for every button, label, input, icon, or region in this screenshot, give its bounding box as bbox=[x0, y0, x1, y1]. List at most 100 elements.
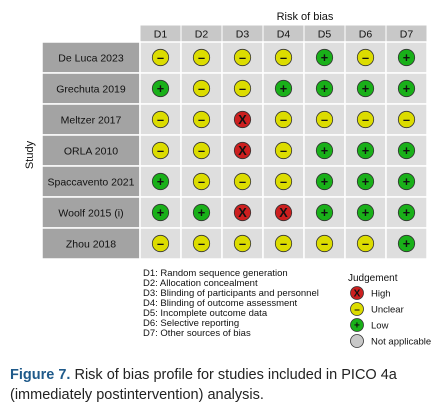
judgement-marker: – bbox=[151, 234, 170, 253]
svg-text:–: – bbox=[280, 143, 287, 158]
study-row: ORLA 2010 – – X – + + + bbox=[41, 134, 428, 167]
legend-label: High bbox=[371, 289, 391, 300]
svg-text:–: – bbox=[157, 143, 164, 158]
judgement-marker: + bbox=[274, 79, 293, 98]
svg-text:+: + bbox=[403, 143, 410, 158]
judgement-marker: + bbox=[315, 48, 334, 67]
legend-item: X High bbox=[350, 286, 391, 300]
judgement-marker: + bbox=[315, 203, 334, 222]
svg-text:+: + bbox=[321, 174, 328, 189]
judgement-marker: – bbox=[192, 172, 211, 191]
figure-caption: Figure 7. Risk of bias profile for studi… bbox=[10, 365, 435, 405]
svg-text:X: X bbox=[238, 112, 247, 127]
study-row: Spaccavento 2021 + – – – + + + bbox=[41, 165, 428, 198]
study-name: Spaccavento 2021 bbox=[48, 177, 135, 189]
legend-marker bbox=[350, 334, 364, 348]
svg-text:–: – bbox=[280, 50, 287, 65]
domain-description: D4: Blinding of outcome assessment bbox=[143, 298, 298, 309]
svg-text:+: + bbox=[403, 205, 410, 220]
svg-text:+: + bbox=[157, 174, 164, 189]
svg-text:–: – bbox=[157, 50, 164, 65]
svg-text:X: X bbox=[238, 143, 247, 158]
judgement-marker: + bbox=[397, 141, 416, 160]
svg-text:–: – bbox=[239, 50, 246, 65]
judgement-cell bbox=[139, 196, 182, 229]
judgement-marker: + bbox=[151, 172, 170, 191]
judgement-marker: X bbox=[274, 203, 293, 222]
judgement-marker: – bbox=[151, 110, 170, 129]
study-name: De Luca 2023 bbox=[58, 53, 124, 65]
judgement-marker: + bbox=[397, 234, 416, 253]
svg-text:–: – bbox=[321, 236, 328, 251]
judgement-marker: + bbox=[315, 79, 334, 98]
judgement-marker: X bbox=[233, 141, 252, 160]
svg-text:–: – bbox=[157, 236, 164, 251]
judgement-marker: + bbox=[192, 203, 211, 222]
domain-description: D5: Incomplete outcome data bbox=[143, 308, 268, 319]
domain-header-label: D5 bbox=[318, 29, 332, 41]
svg-text:X: X bbox=[354, 289, 361, 300]
svg-text:+: + bbox=[321, 50, 328, 65]
svg-text:–: – bbox=[280, 174, 287, 189]
domain-header-label: D7 bbox=[400, 29, 414, 41]
study-row: Meltzer 2017 – – X – – – – bbox=[41, 103, 428, 136]
study-name-cell bbox=[41, 72, 141, 105]
svg-text:–: – bbox=[239, 174, 246, 189]
svg-text:+: + bbox=[321, 205, 328, 220]
domain-description: D1: Random sequence generation bbox=[143, 268, 288, 279]
judgement-marker: + bbox=[315, 141, 334, 160]
svg-text:–: – bbox=[239, 236, 246, 251]
svg-text:+: + bbox=[362, 174, 369, 189]
svg-text:+: + bbox=[403, 81, 410, 96]
judgement-marker: – bbox=[233, 79, 252, 98]
caption-text: Risk of bias profile for studies include… bbox=[10, 367, 397, 403]
svg-text:–: – bbox=[198, 50, 205, 65]
judgement-marker: – bbox=[274, 141, 293, 160]
domain-header-label: D6 bbox=[359, 29, 373, 41]
svg-text:–: – bbox=[198, 143, 205, 158]
svg-text:–: – bbox=[362, 236, 369, 251]
judgement-cell bbox=[180, 103, 223, 136]
judgement-marker: – bbox=[274, 48, 293, 67]
study-name: ORLA 2010 bbox=[64, 146, 118, 158]
legend-item: – Unclear bbox=[350, 302, 404, 316]
judgement-marker: X bbox=[233, 203, 252, 222]
study-row: Woolf 2015 (i) + + X X + + + bbox=[41, 196, 428, 229]
study-name: Zhou 2018 bbox=[66, 239, 116, 251]
risk-of-bias-chart: Risk of bias Study D1 D2 D3 D4 D5 D6 D7 De Luc… bbox=[24, 11, 431, 348]
svg-text:+: + bbox=[321, 143, 328, 158]
domain-header-label: D4 bbox=[277, 29, 291, 41]
study-name: Grechuta 2019 bbox=[56, 84, 126, 96]
judgement-cell bbox=[303, 227, 346, 260]
judgement-marker: – bbox=[233, 234, 252, 253]
judgement-marker: – bbox=[151, 48, 170, 67]
judgement-marker: + bbox=[397, 203, 416, 222]
judgement-marker: + bbox=[356, 172, 375, 191]
domain-description: D3: Blinding of participants and personn… bbox=[143, 288, 319, 299]
svg-text:+: + bbox=[157, 81, 164, 96]
study-name: Woolf 2015 (i) bbox=[58, 208, 123, 220]
svg-text:+: + bbox=[362, 205, 369, 220]
judgement-marker: – bbox=[356, 110, 375, 129]
judgement-marker: + bbox=[151, 203, 170, 222]
legend-item: Not applicable bbox=[350, 334, 431, 348]
svg-text:+: + bbox=[280, 81, 287, 96]
study-name-cell bbox=[41, 103, 141, 136]
svg-text:+: + bbox=[403, 50, 410, 65]
svg-text:–: – bbox=[198, 112, 205, 127]
legend-label: Unclear bbox=[371, 305, 404, 316]
judgement-marker: – bbox=[192, 234, 211, 253]
study-row: De Luca 2023 – – – – + – + bbox=[41, 41, 428, 74]
svg-text:+: + bbox=[354, 321, 360, 332]
judgement-marker: X bbox=[233, 110, 252, 129]
judgement-marker: + bbox=[356, 141, 375, 160]
chart-title: Risk of bias bbox=[277, 11, 334, 23]
svg-text:–: – bbox=[280, 112, 287, 127]
svg-text:–: – bbox=[198, 236, 205, 251]
judgement-marker: – bbox=[274, 234, 293, 253]
svg-text:–: – bbox=[321, 112, 328, 127]
svg-text:+: + bbox=[362, 143, 369, 158]
caption-label: Figure 7. bbox=[10, 367, 71, 383]
legend-title: Judgement bbox=[348, 273, 398, 284]
legend-item: + Low bbox=[350, 318, 389, 332]
